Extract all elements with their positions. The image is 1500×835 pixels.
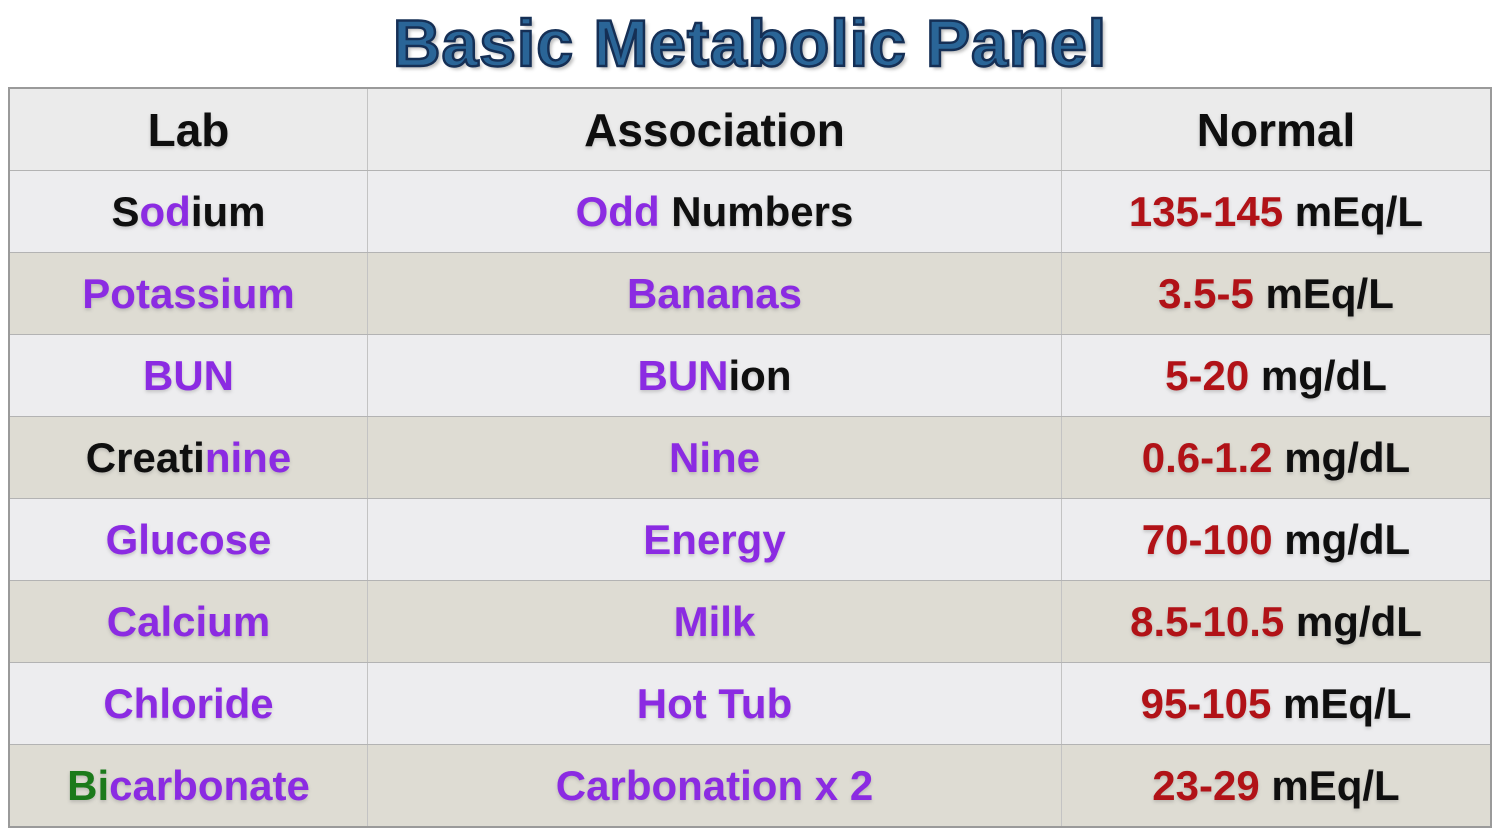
normal-cell: 5-20 mg/dL xyxy=(1062,335,1490,416)
text-segment: mg/dL xyxy=(1272,515,1411,563)
table-row: BUN BUN ion 5-20 mg/dL xyxy=(10,334,1490,416)
text-segment: nine xyxy=(204,433,292,481)
text-segment: 5-20 xyxy=(1165,351,1250,399)
header-normal: Normal xyxy=(1196,103,1356,156)
association-cell: Nine xyxy=(368,417,1062,498)
association-cell: Milk xyxy=(368,581,1062,662)
text-segment: mg/dL xyxy=(1272,433,1411,481)
association-cell: Odd Numbers xyxy=(368,171,1062,252)
text-segment: 135-145 xyxy=(1128,187,1284,235)
lab-cell: Chloride xyxy=(10,663,368,744)
text-segment: Numbers xyxy=(659,187,854,235)
association-cell: Carbonation x 2 xyxy=(368,745,1062,826)
text-segment: 3.5-5 xyxy=(1158,269,1254,317)
text-segment: mg/dL xyxy=(1284,597,1422,645)
text-segment: Energy xyxy=(643,515,786,563)
text-segment: Bananas xyxy=(626,269,803,317)
normal-cell: 135-145 mEq/L xyxy=(1062,171,1490,252)
text-segment: 0.6-1.2 xyxy=(1141,433,1273,481)
lab-cell: BUN xyxy=(10,335,368,416)
normal-cell: 95-105 mEq/L xyxy=(1062,663,1490,744)
text-segment: Bi xyxy=(67,761,110,809)
text-segment: Chloride xyxy=(103,679,274,727)
normal-cell: 0.6-1.2 mg/dL xyxy=(1062,417,1490,498)
text-segment: Glucose xyxy=(105,515,272,563)
lab-cell: Glucose xyxy=(10,499,368,580)
text-segment: Potassium xyxy=(82,269,295,317)
text-segment: mEq/L xyxy=(1253,269,1394,317)
text-segment: 23-29 xyxy=(1152,761,1260,809)
normal-cell: 23-29 mEq/L xyxy=(1062,745,1490,826)
association-cell: Energy xyxy=(368,499,1062,580)
text-segment: 8.5-10.5 xyxy=(1130,597,1285,645)
text-segment: mEq/L xyxy=(1271,679,1412,727)
association-cell: Bananas xyxy=(368,253,1062,334)
table-row: Chloride Hot Tub 95-105 mEq/L xyxy=(10,662,1490,744)
header-association: Association xyxy=(368,89,1062,170)
text-segment: Creati xyxy=(85,433,205,481)
normal-cell: 70-100 mg/dL xyxy=(1062,499,1490,580)
association-cell: BUN ion xyxy=(368,335,1062,416)
normal-cell: 8.5-10.5 mg/dL xyxy=(1062,581,1490,662)
lab-cell: Calcium xyxy=(10,581,368,662)
text-segment: mEq/L xyxy=(1259,761,1400,809)
normal-cell: 3.5-5 mEq/L xyxy=(1062,253,1490,334)
text-segment: Calcium xyxy=(106,597,271,645)
text-segment: Milk xyxy=(673,597,756,645)
text-segment: od xyxy=(139,187,191,235)
association-cell: Hot Tub xyxy=(368,663,1062,744)
table-row: Glucose Energy 70-100 mg/dL xyxy=(10,498,1490,580)
text-segment: BUN xyxy=(637,351,729,399)
text-segment: 70-100 xyxy=(1141,515,1273,563)
text-segment: 95-105 xyxy=(1140,679,1272,727)
page-title: Basic Metabolic Panel xyxy=(392,5,1108,82)
table-row: Potassium Bananas 3.5-5 mEq/L xyxy=(10,252,1490,334)
table-row: Creati nine Nine 0.6-1.2 mg/dL xyxy=(10,416,1490,498)
text-segment: S xyxy=(111,187,140,235)
text-segment: ium xyxy=(190,187,266,235)
text-segment: mEq/L xyxy=(1283,187,1424,235)
text-segment: Hot Tub xyxy=(636,679,793,727)
text-segment: carbonate xyxy=(109,761,310,809)
lab-cell: Bi carbonate xyxy=(10,745,368,826)
lab-cell: Potassium xyxy=(10,253,368,334)
table-row: Calcium Milk 8.5-10.5 mg/dL xyxy=(10,580,1490,662)
text-segment: Nine xyxy=(668,433,760,481)
text-segment: ion xyxy=(728,351,792,399)
header-lab: Lab xyxy=(10,89,368,170)
text-segment: mg/dL xyxy=(1249,351,1387,399)
text-segment: Odd xyxy=(575,187,660,235)
table-row: Bi carbonate Carbonation x 2 23-29 mEq/L xyxy=(10,744,1490,826)
text-segment: Carbonation x 2 xyxy=(555,761,874,809)
table-header-row: Lab Association Normal xyxy=(10,89,1490,170)
lab-cell: Creati nine xyxy=(10,417,368,498)
text-segment: BUN xyxy=(143,351,234,399)
